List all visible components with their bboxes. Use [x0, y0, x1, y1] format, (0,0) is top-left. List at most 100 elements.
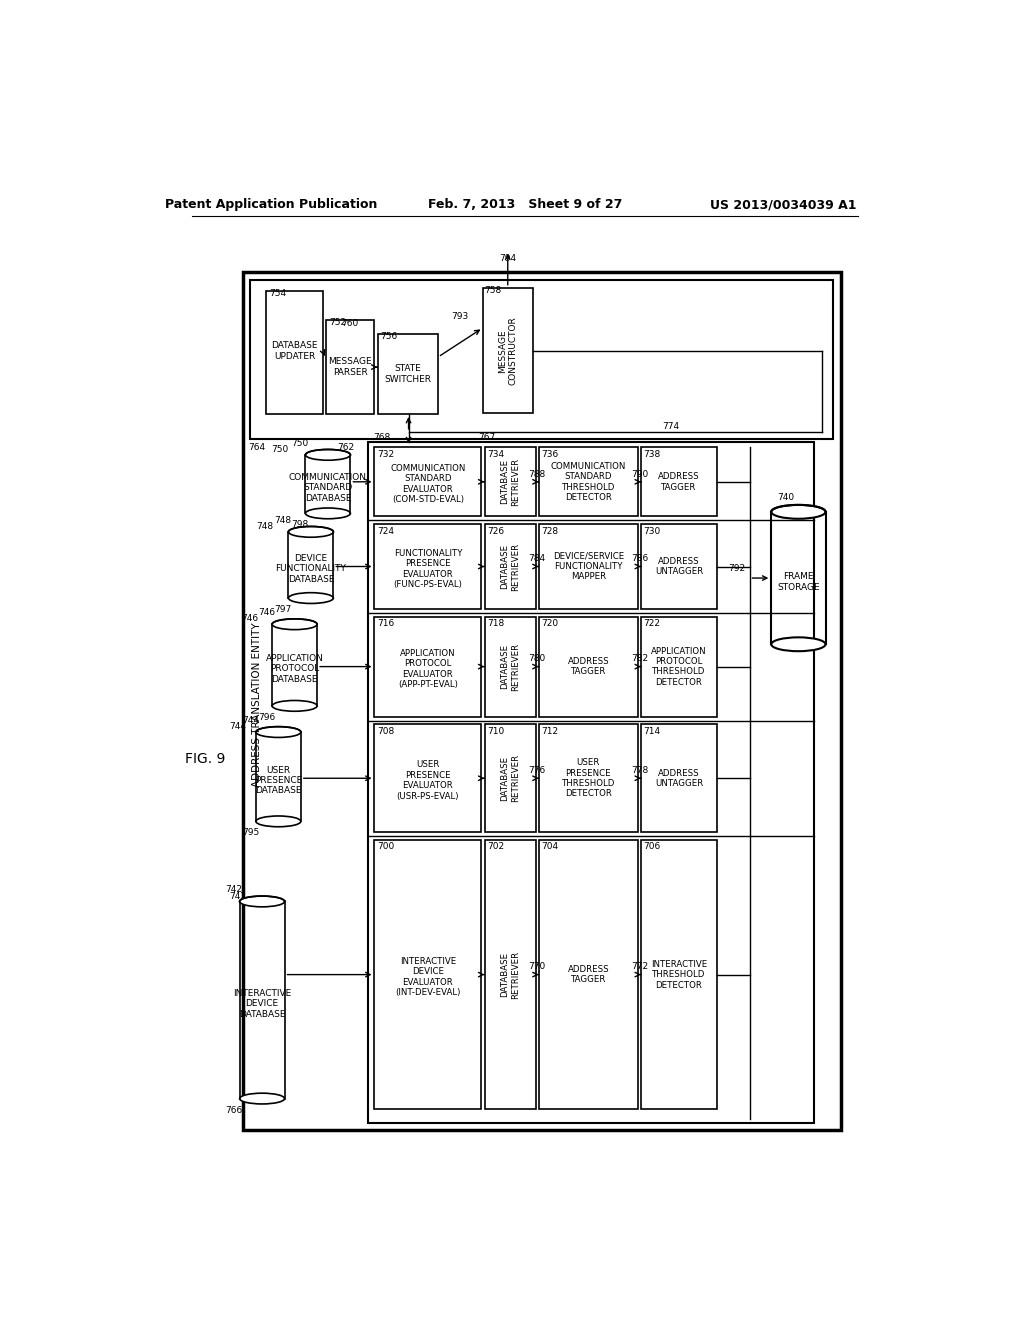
Text: 754: 754	[269, 289, 286, 297]
Bar	[539, 616, 638, 717]
Text: 744: 744	[229, 722, 247, 731]
Text: COMMUNICATION
STANDARD
THRESHOLD
DETECTOR: COMMUNICATION STANDARD THRESHOLD DETECTO…	[551, 462, 626, 502]
Text: MESSAGE
CONSTRUCTOR: MESSAGE CONSTRUCTOR	[498, 317, 517, 385]
Text: 788: 788	[528, 470, 546, 479]
Text: DEVICE
FUNCTIONALITY
DATABASE: DEVICE FUNCTIONALITY DATABASE	[275, 554, 346, 583]
Text: 774: 774	[662, 422, 679, 430]
Bar	[539, 524, 638, 609]
Text: DATABASE
RETRIEVER: DATABASE RETRIEVER	[501, 643, 520, 690]
Bar	[484, 840, 536, 1109]
Text: Patent Application Publication: Patent Application Publication	[165, 198, 378, 211]
Text: 758: 758	[484, 285, 502, 294]
Bar	[251, 280, 834, 440]
Bar	[484, 616, 536, 717]
Text: 746: 746	[258, 609, 275, 618]
Ellipse shape	[305, 450, 350, 461]
Text: 742: 742	[225, 886, 243, 895]
Text: 736: 736	[541, 450, 558, 458]
Text: 762: 762	[337, 442, 354, 451]
Bar	[375, 616, 481, 717]
Text: 748: 748	[256, 521, 273, 531]
Text: 780: 780	[528, 655, 546, 664]
Ellipse shape	[256, 816, 301, 826]
Text: USER
PRESENCE
DATABASE: USER PRESENCE DATABASE	[255, 766, 302, 796]
Text: 730: 730	[643, 527, 660, 536]
Bar	[641, 840, 717, 1109]
Ellipse shape	[272, 619, 317, 630]
Text: ADDRESS TRANSLATION ENTITY: ADDRESS TRANSLATION ENTITY	[253, 623, 262, 788]
Text: 776: 776	[528, 766, 546, 775]
Bar	[641, 524, 717, 609]
Text: FIG. 9: FIG. 9	[185, 752, 225, 766]
Text: 742: 742	[228, 891, 246, 900]
Text: DATABASE
RETRIEVER: DATABASE RETRIEVER	[501, 458, 520, 506]
Text: 790: 790	[631, 470, 648, 479]
Text: 750: 750	[291, 438, 308, 447]
Bar	[641, 616, 717, 717]
Text: DEVICE/SERVICE
FUNCTIONALITY
MAPPER: DEVICE/SERVICE FUNCTIONALITY MAPPER	[553, 552, 624, 581]
Text: FUNCTIONALITY
PRESENCE
EVALUATOR
(FUNC-PS-EVAL): FUNCTIONALITY PRESENCE EVALUATOR (FUNC-P…	[393, 549, 463, 589]
Text: INTERACTIVE
THRESHOLD
DETECTOR: INTERACTIVE THRESHOLD DETECTOR	[651, 960, 708, 990]
Text: APPLICATION
PROTOCOL
THRESHOLD
DETECTOR: APPLICATION PROTOCOL THRESHOLD DETECTOR	[651, 647, 707, 686]
Text: 700: 700	[377, 842, 394, 851]
Text: 764: 764	[248, 442, 265, 451]
Text: ADDRESS
UNTAGGER: ADDRESS UNTAGGER	[655, 768, 703, 788]
Text: 792: 792	[728, 565, 745, 573]
Text: 793: 793	[452, 312, 468, 321]
Bar	[539, 447, 638, 516]
Text: 798: 798	[291, 520, 308, 529]
Bar	[375, 840, 481, 1109]
Text: 752: 752	[329, 318, 346, 327]
Text: APPLICATION
PROTOCOL
DATABASE: APPLICATION PROTOCOL DATABASE	[265, 653, 324, 684]
Text: 726: 726	[486, 527, 504, 536]
Text: 712: 712	[541, 727, 558, 735]
Text: INTERACTIVE
DEVICE
DATABASE: INTERACTIVE DEVICE DATABASE	[232, 989, 291, 1019]
Ellipse shape	[256, 726, 301, 738]
Text: ADDRESS
TAGGER: ADDRESS TAGGER	[567, 657, 609, 676]
Text: DATABASE
UPDATER: DATABASE UPDATER	[271, 341, 317, 360]
Ellipse shape	[771, 506, 825, 519]
Text: 786: 786	[631, 554, 648, 564]
Text: 710: 710	[486, 727, 504, 735]
Text: MESSAGE
PARSER: MESSAGE PARSER	[329, 358, 373, 376]
Ellipse shape	[289, 527, 334, 537]
Text: 794: 794	[499, 253, 516, 263]
Text: COMMUNICATION
STANDARD
EVALUATOR
(COM-STD-EVAL): COMMUNICATION STANDARD EVALUATOR (COM-ST…	[390, 465, 466, 504]
Ellipse shape	[771, 638, 825, 651]
Ellipse shape	[240, 1093, 285, 1104]
Text: 740: 740	[777, 492, 795, 502]
Text: 750: 750	[271, 445, 289, 454]
Bar	[641, 447, 717, 516]
Bar	[243, 272, 841, 1130]
Text: DATABASE
RETRIEVER: DATABASE RETRIEVER	[501, 754, 520, 803]
Bar	[539, 725, 638, 832]
Text: 748: 748	[274, 516, 292, 525]
Ellipse shape	[305, 508, 350, 519]
Text: 796: 796	[258, 713, 275, 722]
Text: 734: 734	[486, 450, 504, 458]
Text: 778: 778	[631, 766, 648, 775]
Text: 732: 732	[377, 450, 394, 458]
Text: 782: 782	[631, 655, 648, 664]
Ellipse shape	[272, 701, 317, 711]
Bar	[484, 524, 536, 609]
Text: 704: 704	[541, 842, 558, 851]
Text: 714: 714	[643, 727, 660, 735]
Bar	[641, 725, 717, 832]
Text: USER
PRESENCE
THRESHOLD
DETECTOR: USER PRESENCE THRESHOLD DETECTOR	[561, 758, 615, 799]
Text: 795: 795	[242, 829, 259, 837]
Ellipse shape	[289, 593, 334, 603]
Text: Feb. 7, 2013   Sheet 9 of 27: Feb. 7, 2013 Sheet 9 of 27	[428, 198, 622, 211]
Text: FRAME
STORAGE: FRAME STORAGE	[777, 572, 819, 591]
Bar	[378, 334, 438, 414]
Bar	[484, 725, 536, 832]
Text: 702: 702	[486, 842, 504, 851]
Text: 784: 784	[528, 554, 546, 564]
Text: INTERACTIVE
DEVICE
EVALUATOR
(INT-DEV-EVAL): INTERACTIVE DEVICE EVALUATOR (INT-DEV-EV…	[395, 957, 461, 997]
Text: 718: 718	[486, 619, 504, 628]
Text: 738: 738	[643, 450, 660, 458]
Bar	[484, 447, 536, 516]
Text: ADDRESS
TAGGER: ADDRESS TAGGER	[567, 965, 609, 985]
Text: 716: 716	[377, 619, 394, 628]
Bar	[483, 288, 532, 412]
